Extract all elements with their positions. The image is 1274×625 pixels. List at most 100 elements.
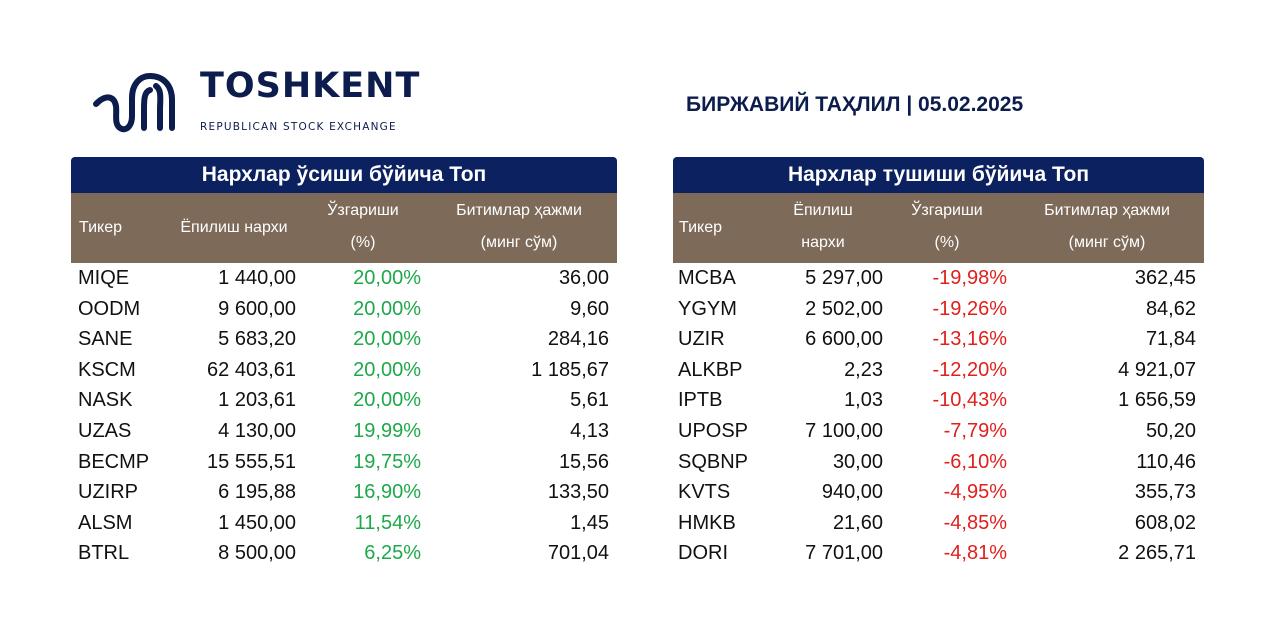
table-row[interactable]: UZIR 6 600,00 -13,16% 71,84 [673, 324, 1204, 355]
table-row[interactable]: OODM 9 600,00 20,00% 9,60 [71, 294, 617, 325]
volume: 4,13 [570, 419, 609, 442]
table-row[interactable]: MIQE 1 440,00 20,00% 36,00 [71, 263, 617, 294]
change: -13,16% [932, 328, 1008, 351]
price: 5 297,00 [805, 267, 883, 289]
table-row[interactable]: YGYM 2 502,00 -19,26% 84,62 [673, 294, 1204, 325]
table-row[interactable]: BTRL 8 500,00 6,25% 701,04 [71, 538, 617, 569]
price: 6 600,00 [805, 328, 883, 351]
table-row[interactable]: IPTB 1,03 -10,43% 1 656,59 [673, 385, 1204, 416]
volume: 284,16 [547, 328, 609, 351]
gainers-title: Нархлар ўсиши бўйича Топ [71, 157, 617, 193]
table-row[interactable]: NASK 1 203,61 20,00% 5,61 [71, 385, 617, 416]
price: 9 600,00 [218, 297, 296, 320]
ticker: ALSM [78, 511, 133, 534]
change: -6,10% [943, 450, 1007, 473]
volume: 362,45 [1134, 267, 1196, 289]
price: 7 100,00 [805, 419, 883, 442]
table-row[interactable]: BECMP 15 555,51 19,75% 15,56 [71, 447, 617, 478]
change: -4,81% [943, 542, 1007, 565]
ticker: SANE [78, 328, 133, 351]
ticker: NASK [78, 389, 133, 412]
ticker: BECMP [78, 450, 150, 473]
table-row[interactable]: UZAS 4 130,00 19,99% 4,13 [71, 416, 617, 447]
table-row[interactable]: MCBA 5 297,00 -19,98% 362,45 [673, 263, 1204, 294]
table-row[interactable]: SQBNP 30,00 -6,10% 110,46 [673, 447, 1204, 478]
col-ticker: Тикер [679, 219, 722, 236]
ticker: KVTS [678, 481, 731, 504]
gainers-panel: Нархлар ўсиши бўйича Топ Тикер Ёпилиш на… [71, 157, 617, 569]
logo-name: TOSHKENT [200, 66, 421, 106]
losers-panel: Нархлар тушиши бўйича Топ Тикер Ёпилиш н… [673, 157, 1204, 569]
table-row[interactable]: SANE 5 683,20 20,00% 284,16 [71, 324, 617, 355]
ticker: HMKB [678, 511, 736, 534]
change: -12,20% [932, 358, 1008, 381]
exchange-logo: TOSHKENT REPUBLICAN STOCK EXCHANGE [92, 66, 419, 136]
table-row[interactable]: UZIRP 6 195,88 16,90% 133,50 [71, 477, 617, 508]
price: 1,03 [844, 389, 883, 412]
col-price: Ёпилиш [793, 202, 853, 219]
change: 19,99% [353, 419, 421, 442]
volume: 5,61 [570, 389, 609, 412]
price: 15 555,51 [207, 450, 296, 473]
volume: 1,45 [570, 511, 609, 534]
change: -4,85% [943, 511, 1007, 534]
price: 21,60 [832, 511, 883, 534]
col-ticker: Тикер [79, 219, 122, 236]
change: 11,54% [354, 511, 421, 534]
change: -19,98% [932, 267, 1008, 289]
volume: 50,20 [1145, 419, 1196, 442]
col-change-unit: (%) [350, 234, 376, 251]
volume: 71,84 [1145, 328, 1196, 351]
losers-title: Нархлар тушиши бўйича Топ [673, 157, 1204, 193]
table-row[interactable]: ALKBP 2,23 -12,20% 4 921,07 [673, 355, 1204, 386]
ticker: KSCM [78, 358, 136, 381]
ticker: BTRL [78, 542, 130, 565]
ticker: ALKBP [678, 358, 743, 381]
col-volume-unit: (минг сўм) [1068, 234, 1146, 251]
logo-subtitle: REPUBLICAN STOCK EXCHANGE [200, 121, 397, 133]
change: 20,00% [353, 267, 421, 289]
table-row[interactable]: UPOSP 7 100,00 -7,79% 50,20 [673, 416, 1204, 447]
table-row[interactable]: DORI 7 701,00 -4,81% 2 265,71 [673, 538, 1204, 569]
volume: 355,73 [1134, 481, 1196, 504]
table-row[interactable]: HMKB 21,60 -4,85% 608,02 [673, 508, 1204, 539]
ticker: UPOSP [678, 419, 749, 442]
price: 1 440,00 [218, 267, 296, 289]
volume: 2 265,71 [1118, 542, 1196, 565]
change: 6,25% [364, 542, 421, 565]
change: -7,79% [943, 419, 1007, 442]
ticker: MCBA [678, 267, 736, 289]
change: 20,00% [353, 389, 421, 412]
col-change-unit: (%) [934, 234, 960, 251]
volume: 84,62 [1145, 297, 1196, 320]
price: 2 502,00 [805, 297, 883, 320]
change: 20,00% [353, 358, 421, 381]
volume: 110,46 [1136, 450, 1196, 473]
change: -4,95% [943, 481, 1007, 504]
table-row[interactable]: KSCM 62 403,61 20,00% 1 185,67 [71, 355, 617, 386]
losers-column-headers: Тикер Ёпилиш нархи Ўзгариши (%) Битимлар… [673, 193, 1204, 263]
price: 8 500,00 [218, 542, 296, 565]
col-change: Ўзгариши [327, 202, 399, 219]
gainers-rows: MIQE 1 440,00 20,00% 36,00 OODM 9 600,00 20,0… [71, 263, 617, 569]
col-change: Ўзгариши [911, 202, 983, 219]
ticker: UZAS [78, 419, 132, 442]
table-row[interactable]: KVTS 940,00 -4,95% 355,73 [673, 477, 1204, 508]
losers-rows: MCBA 5 297,00 -19,98% 362,45 YGYM 2 502,00 -1… [673, 263, 1204, 569]
table-row[interactable]: ALSM 1 450,00 11,54% 1,45 [71, 508, 617, 539]
price: 6 195,88 [218, 481, 296, 504]
volume: 1 656,59 [1118, 389, 1196, 412]
ticker: UZIR [678, 328, 725, 351]
ticker: MIQE [78, 267, 130, 289]
report-title: БИРЖАВИЙ ТАҲЛИЛ | 05.02.2025 [686, 93, 1024, 116]
change: 20,00% [353, 297, 421, 320]
col-volume-unit: (минг сўм) [480, 234, 558, 251]
price: 1 450,00 [218, 511, 296, 534]
exchange-logo-icon [93, 72, 175, 133]
volume: 36,00 [558, 267, 609, 289]
ticker: UZIRP [78, 481, 138, 504]
price: 2,23 [844, 358, 883, 381]
change: -10,43% [932, 389, 1008, 412]
price: 940,00 [821, 481, 883, 504]
price: 30,00 [832, 450, 883, 473]
